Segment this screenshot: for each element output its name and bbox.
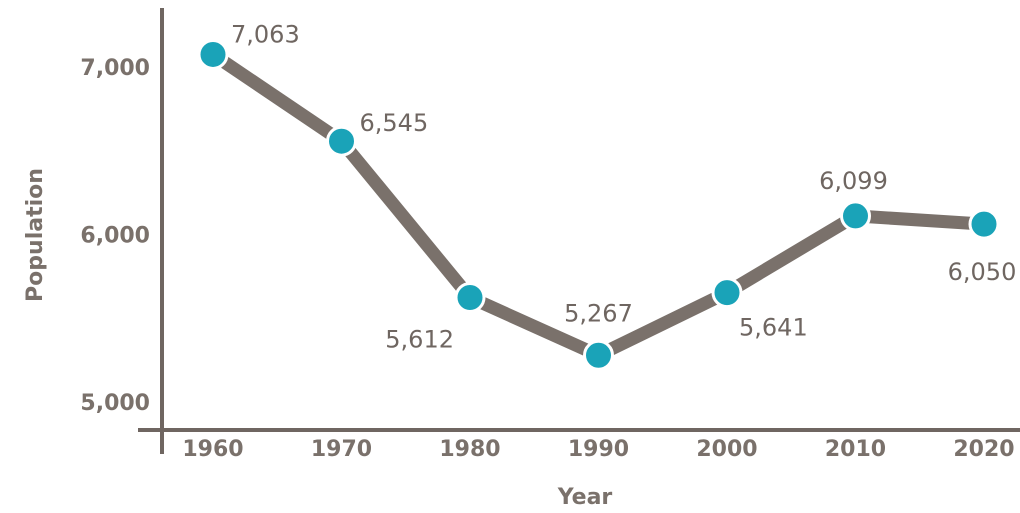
x-tick-labels: 1960 1970 1980 1990 2000 2010 2020 (182, 437, 1014, 462)
x-tick-label: 2000 (696, 437, 757, 462)
data-label: 5,641 (739, 314, 808, 342)
y-tick-labels: 7,000 6,000 5,000 (80, 56, 150, 416)
data-point (326, 125, 357, 157)
data-label: 6,099 (819, 167, 888, 195)
data-point (197, 38, 229, 70)
data-point (454, 281, 486, 313)
data-point (840, 200, 871, 232)
x-tick-label: 2020 (953, 437, 1014, 462)
data-points (197, 38, 1000, 371)
data-label: 5,267 (564, 299, 633, 327)
data-label: 5,612 (385, 325, 454, 353)
y-tick-label: 6,000 (80, 224, 150, 249)
data-point (968, 208, 1000, 240)
axes (138, 8, 1020, 454)
data-point (583, 339, 614, 371)
x-tick-label: 1970 (311, 437, 372, 462)
x-tick-label: 2010 (825, 437, 886, 462)
x-tick-label: 1960 (182, 437, 243, 462)
x-axis-title: Year (557, 485, 613, 510)
x-tick-label: 1980 (439, 437, 500, 462)
data-label: 6,050 (948, 258, 1017, 286)
data-labels: 7,063 6,545 5,612 5,267 5,641 6,099 6,050 (231, 20, 1016, 353)
y-axis-title: Population (23, 168, 48, 302)
data-point (711, 277, 743, 309)
x-tick-label: 1990 (568, 437, 629, 462)
data-label: 6,545 (360, 109, 429, 137)
data-label: 7,063 (231, 20, 300, 48)
y-tick-label: 5,000 (80, 391, 150, 416)
y-tick-label: 7,000 (80, 56, 150, 81)
